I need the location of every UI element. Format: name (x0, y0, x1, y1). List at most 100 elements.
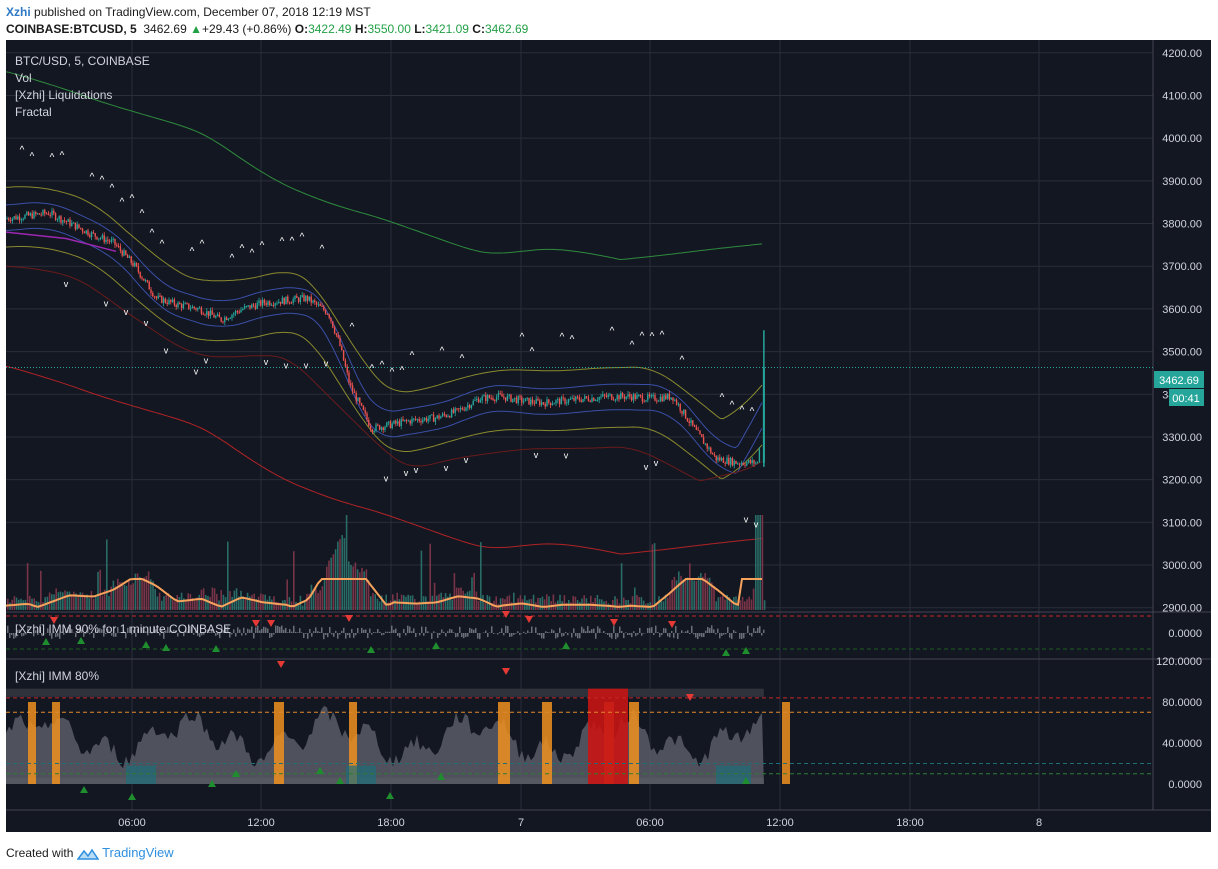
candle-body (549, 402, 552, 406)
pane2-bar (511, 633, 513, 637)
pane2-bar (99, 628, 101, 633)
candle-body (396, 421, 399, 424)
pane2-bar (447, 631, 449, 633)
pane2-bar (369, 628, 371, 633)
fractal-up-marker: ^ (30, 151, 35, 162)
candle-body (270, 304, 273, 306)
fractal-up-marker: ^ (740, 405, 745, 416)
candle-body (337, 335, 339, 338)
volume-bar (374, 594, 376, 610)
candle-body (150, 289, 152, 293)
imm80-orange-zone (498, 702, 510, 784)
volume-bar (574, 596, 577, 610)
volume-bar (40, 570, 42, 610)
pane2-bar (219, 633, 221, 639)
legend-vol[interactable]: Vol (15, 71, 32, 85)
chart-area[interactable]: ^ ^ ^ ^ v ^ ^ v ^ ^ v ^ ^ v ^ ^ v ^ v ^ v ^ ^ ^ ^ v ^ v ^ ^ v ^ v ^ ^ ^ v ^ ^ v… (5, 40, 1211, 832)
pane2-bar (379, 631, 381, 633)
tradingview-brand[interactable]: TradingView (102, 845, 174, 860)
buy-triangle-icon (142, 641, 150, 648)
volume-bar (693, 580, 695, 610)
candle-body (18, 216, 21, 221)
pane2-bar (107, 629, 109, 633)
candle-body (681, 410, 683, 414)
sell-triangle-icon (50, 617, 58, 624)
pane2-bar (119, 632, 121, 633)
candle-body (62, 220, 64, 223)
candle-body (692, 420, 694, 426)
pane2-bar (541, 633, 543, 639)
volume-bar (315, 588, 317, 610)
legend-symbol[interactable]: BTC/USD, 5, COINBASE (15, 54, 150, 68)
volume-bar (187, 593, 189, 610)
candle-body (224, 317, 226, 323)
author-name[interactable]: Xzhi (6, 5, 31, 19)
pane2-bar (677, 633, 679, 639)
candle-body (170, 299, 172, 302)
candle-body (330, 317, 332, 322)
volume-bar (662, 601, 665, 610)
pane2-bar (355, 633, 357, 636)
candle-body (488, 395, 491, 398)
candle-body (621, 393, 624, 397)
pane2-bar (37, 633, 39, 635)
pane2-bar (31, 633, 33, 634)
sell-triangle-icon (267, 620, 275, 627)
pane3-title[interactable]: [Xzhi] IMM 80% (15, 669, 99, 683)
pane2-bar (503, 633, 505, 636)
volume-bar (211, 587, 214, 610)
candle-body (740, 463, 743, 465)
volume-bar (444, 593, 447, 610)
pane2-title[interactable]: [Xzhi] IMM 90% for 1 minute COINBASE (15, 622, 231, 636)
pane2-bar (517, 631, 519, 633)
pane2-bar (247, 628, 249, 633)
candle-body (567, 399, 570, 403)
legend-liquidations[interactable]: [Xzhi] Liquidations (15, 88, 112, 102)
volume-bar (563, 595, 566, 610)
chart-svg[interactable]: ^ ^ ^ ^ v ^ ^ v ^ ^ v ^ ^ v ^ ^ v ^ v ^ v ^ ^ ^ ^ v ^ v ^ ^ v ^ v ^ ^ ^ v ^ ^ v… (5, 40, 1211, 832)
fractal-up-marker: ^ (60, 151, 65, 162)
pane2-bar (733, 630, 735, 633)
pane2-bar (539, 633, 541, 636)
volume-bar (255, 599, 258, 610)
volume-bar (572, 596, 574, 610)
volume-bar (418, 601, 420, 610)
volume-bar (128, 580, 130, 610)
volume-bar (381, 595, 383, 610)
imm80-orange-zone (542, 702, 552, 784)
pane2-bar (385, 631, 387, 633)
pane2-bar (147, 633, 149, 636)
volume-bar (466, 591, 469, 610)
fractal-up-marker: ^ (410, 351, 415, 362)
fractal-down-marker: v (64, 279, 69, 289)
pane2-bar (421, 626, 423, 633)
legend-fractal[interactable]: Fractal (15, 105, 52, 119)
buy-triangle-icon (336, 777, 344, 784)
candle-body (704, 443, 707, 445)
pane2-bar (263, 626, 265, 633)
buy-triangle-icon (437, 773, 445, 780)
pane2-bar (47, 628, 49, 633)
volume-bar (26, 563, 29, 610)
candle-body (630, 396, 633, 401)
pane2-bar (577, 633, 579, 639)
pane2-bar (159, 633, 161, 636)
pane2-bar (395, 628, 397, 633)
candle-body (557, 399, 559, 401)
pane2-bar (647, 628, 649, 633)
fractal-down-marker: v (384, 473, 389, 483)
pane2-bar (225, 626, 227, 633)
candle-body (762, 367, 765, 463)
candle-body (432, 414, 435, 422)
volume-bar (414, 599, 416, 610)
pane2-tick-label: 0.0000 (1168, 628, 1202, 640)
candle-body (29, 213, 32, 216)
fractal-up-marker: ^ (560, 332, 565, 343)
volume-bar (741, 596, 744, 610)
volume-bar (152, 581, 154, 610)
candle-body (225, 317, 228, 320)
candle-body (90, 232, 93, 237)
candle-body (614, 399, 617, 401)
volume-bar (244, 598, 247, 610)
pane2-bar (453, 632, 455, 633)
